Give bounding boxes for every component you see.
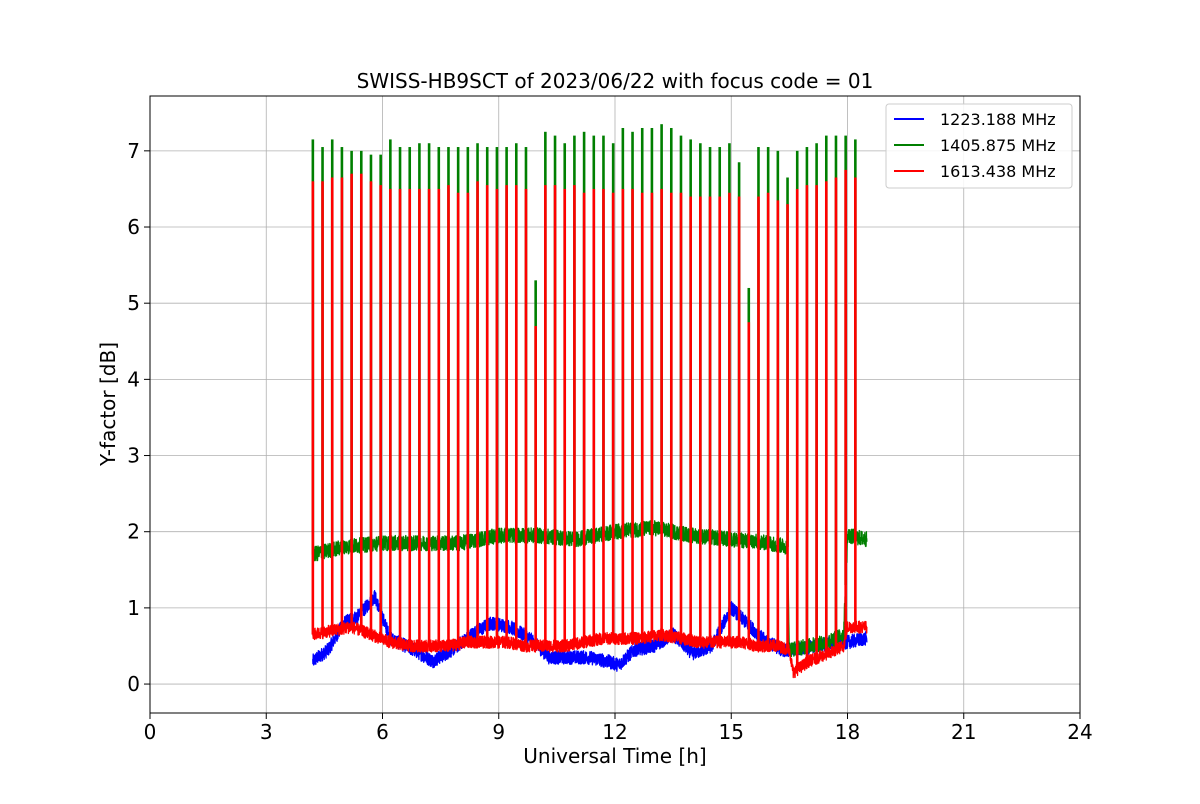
y-tick-label: 4	[127, 367, 140, 391]
series-spike-2	[815, 185, 818, 659]
y-tick-label: 3	[127, 444, 140, 468]
series-spike-2	[495, 188, 499, 643]
series-spike-2	[389, 188, 392, 643]
series-spike-2	[379, 185, 382, 639]
series-spike-2	[592, 188, 596, 641]
series-spike-2	[369, 181, 373, 635]
series-spike-2	[737, 196, 741, 643]
series-spike-2	[660, 188, 663, 635]
series-spike-2	[834, 177, 838, 650]
series-spike-2	[466, 192, 470, 643]
y-tick-label: 7	[127, 139, 140, 163]
series-spike-2	[330, 177, 334, 631]
series-spike-2	[718, 196, 722, 643]
y-tick-label: 2	[127, 520, 140, 544]
x-tick-label: 15	[719, 720, 744, 744]
series-spike-2	[611, 192, 615, 639]
series-spike-2	[553, 185, 557, 646]
x-tick-label: 24	[1067, 720, 1092, 744]
series-spike-2	[640, 192, 644, 639]
legend-label: 1613.438 MHz	[940, 162, 1056, 181]
series-spike-2	[485, 185, 489, 643]
series-spike-2	[524, 188, 528, 646]
series-spike-2	[573, 185, 576, 645]
series-spike-2	[514, 185, 518, 645]
series-spike-2	[418, 188, 421, 646]
y-tick-label: 0	[127, 672, 140, 696]
series-spike-2	[437, 188, 441, 646]
series-spike-2	[311, 181, 315, 635]
plot-area	[311, 124, 868, 679]
y-tick-label: 1	[127, 596, 140, 620]
x-tick-label: 21	[951, 720, 976, 744]
series-spike-2	[447, 185, 450, 646]
series-spike-2	[728, 192, 731, 643]
series-spike-2	[689, 196, 692, 641]
series-spike-2	[854, 177, 857, 627]
series-line-2	[312, 620, 868, 679]
x-tick-label: 6	[376, 720, 389, 744]
series-spike-2	[844, 169, 847, 637]
series-spike-2	[669, 192, 673, 637]
x-tick-label: 9	[492, 720, 505, 744]
series-spike-2	[795, 188, 799, 670]
series-spike-2	[766, 192, 770, 646]
series-spike-2	[350, 173, 353, 627]
series-spike-2	[359, 173, 363, 631]
x-tick-label: 0	[144, 720, 157, 744]
series-spike-2	[582, 192, 586, 643]
series-spike-2	[602, 188, 605, 639]
series-spike-2	[776, 200, 780, 646]
x-tick-label: 3	[260, 720, 273, 744]
series-spike-2	[757, 196, 760, 646]
series-spike-2	[621, 188, 625, 639]
series-line-1	[312, 520, 868, 658]
legend-box	[885, 103, 1073, 189]
series-spike-2	[408, 188, 412, 646]
series-spike-2	[650, 192, 654, 637]
series-spike-2	[456, 192, 460, 645]
series-spike-2	[824, 181, 828, 655]
series-spike-2	[544, 185, 547, 646]
series-spike-2	[699, 196, 702, 643]
x-tick-label: 18	[835, 720, 860, 744]
series-spike-2	[786, 204, 789, 650]
series-spike-2	[505, 185, 508, 643]
legend: 1223.188 MHz 1405.875 MHz 1613.438 MHz	[885, 103, 1073, 189]
y-tick-label: 5	[127, 291, 140, 315]
series-spike-2	[679, 192, 683, 639]
series-spike-2	[476, 181, 479, 643]
legend-label: 1405.875 MHz	[940, 136, 1056, 155]
legend-label: 1223.188 MHz	[940, 110, 1056, 129]
series-spike-2	[534, 326, 537, 646]
series-spike-2	[321, 181, 324, 633]
series-spike-2	[340, 177, 344, 629]
series-spike-2	[747, 322, 751, 645]
y-tick-label: 6	[127, 215, 140, 239]
series-spike-2	[708, 196, 712, 643]
series-spike-2	[427, 188, 431, 646]
y-axis-label: Y-factor [dB]	[96, 342, 120, 467]
series-spike-2	[398, 188, 402, 645]
x-axis-label: Universal Time [h]	[523, 744, 706, 768]
series-spike-2	[563, 188, 567, 646]
series-spike-2	[631, 188, 634, 639]
x-tick-label: 12	[602, 720, 627, 744]
chart-title: SWISS-HB9SCT of 2023/06/22 with focus co…	[357, 69, 874, 93]
series-spike-2	[805, 185, 809, 663]
